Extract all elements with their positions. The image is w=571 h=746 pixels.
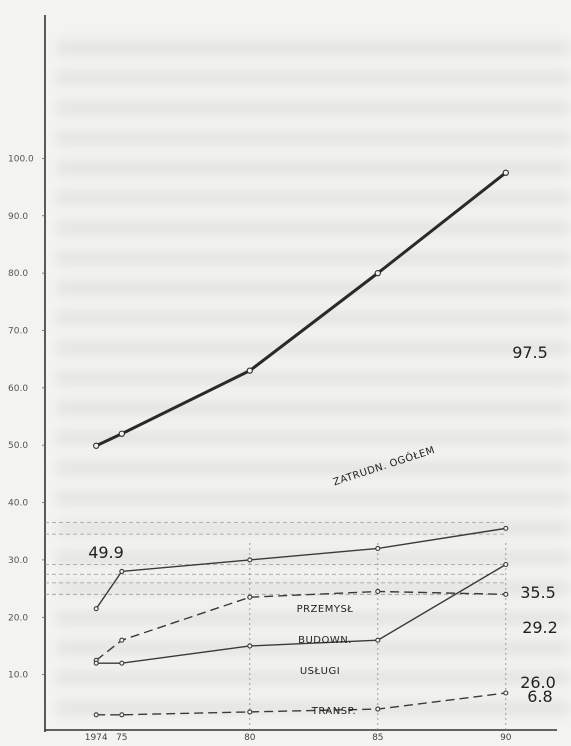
series-point bbox=[503, 690, 509, 696]
y-tick-label: 80.0 bbox=[8, 269, 28, 279]
series-point bbox=[374, 269, 381, 277]
series-point bbox=[247, 557, 253, 563]
series-point bbox=[247, 643, 253, 649]
series-point bbox=[247, 709, 253, 715]
series-point bbox=[119, 568, 125, 574]
series-line-2 bbox=[95, 590, 506, 661]
x-tick-label: 90 bbox=[500, 733, 512, 743]
series-layer bbox=[93, 169, 509, 718]
labels-layer: 97.5 49.9 35.5 29.2 26.06.8 ZATRUDN. OGÓŁEM PR… bbox=[88, 343, 558, 717]
y-tick-label: 70.0 bbox=[8, 326, 28, 336]
y-tick-label: 40.0 bbox=[8, 499, 28, 509]
series-label-przemysl: PRZEMYSŁ bbox=[297, 604, 354, 615]
series-label-transp: TRANSP. bbox=[311, 706, 356, 717]
x-tick-label: 80 bbox=[244, 733, 256, 743]
series-line-0 bbox=[95, 171, 507, 448]
series-point bbox=[375, 637, 381, 643]
x-tick-label: 85 bbox=[372, 733, 383, 743]
data-label-total-end: 97.5 bbox=[512, 343, 548, 362]
series-point bbox=[375, 588, 381, 595]
y-tick-label: 90.0 bbox=[8, 212, 28, 222]
y-tick-label: 50.0 bbox=[8, 441, 28, 451]
series-point bbox=[503, 591, 509, 597]
series-point bbox=[119, 712, 125, 718]
series-point bbox=[375, 545, 381, 551]
y-tick-label: 10.0 bbox=[8, 671, 28, 681]
series-point bbox=[93, 712, 99, 718]
series-line-4 bbox=[96, 692, 506, 716]
y-tick-label: 20.0 bbox=[8, 613, 28, 623]
series-point bbox=[502, 169, 509, 176]
x-tick-label: 1974 bbox=[85, 733, 108, 743]
x-axis: 1974 75 80 85 90 bbox=[45, 729, 557, 743]
series-point bbox=[119, 637, 125, 643]
data-label-przemysl: 35.5 bbox=[520, 583, 556, 602]
series-line-1 bbox=[95, 527, 506, 610]
series-point bbox=[119, 660, 125, 666]
y-tick-label: 100.0 bbox=[8, 154, 34, 164]
dashed-reference-lines bbox=[45, 522, 507, 730]
y-tick-label: 60.0 bbox=[8, 384, 28, 394]
series-point bbox=[503, 525, 509, 531]
data-label-transp: 6.8 bbox=[527, 687, 552, 706]
series-point bbox=[247, 594, 253, 600]
series-label-total: ZATRUDN. OGÓŁEM bbox=[331, 443, 436, 488]
x-tick-label: 75 bbox=[116, 733, 127, 743]
series-label-budown: BUDOWN. bbox=[298, 635, 352, 646]
series-point bbox=[93, 442, 100, 449]
series-point bbox=[375, 706, 381, 712]
series-point bbox=[246, 367, 253, 374]
series-point bbox=[93, 606, 99, 612]
series-point bbox=[93, 660, 99, 666]
y-axis: 100.0 90.0 80.0 70.0 60.0 50.0 40.0 30.0 20.0 10.… bbox=[8, 15, 46, 732]
data-label-budown: 26.0 bbox=[520, 673, 556, 692]
series-point bbox=[503, 561, 509, 568]
series-label-uslugi: USŁUGI bbox=[300, 666, 340, 677]
data-label-uslugi: 29.2 bbox=[522, 618, 558, 637]
y-tick-label: 30.0 bbox=[8, 556, 28, 566]
data-label-total-start: 49.9 bbox=[88, 543, 124, 562]
series-point bbox=[118, 430, 125, 437]
